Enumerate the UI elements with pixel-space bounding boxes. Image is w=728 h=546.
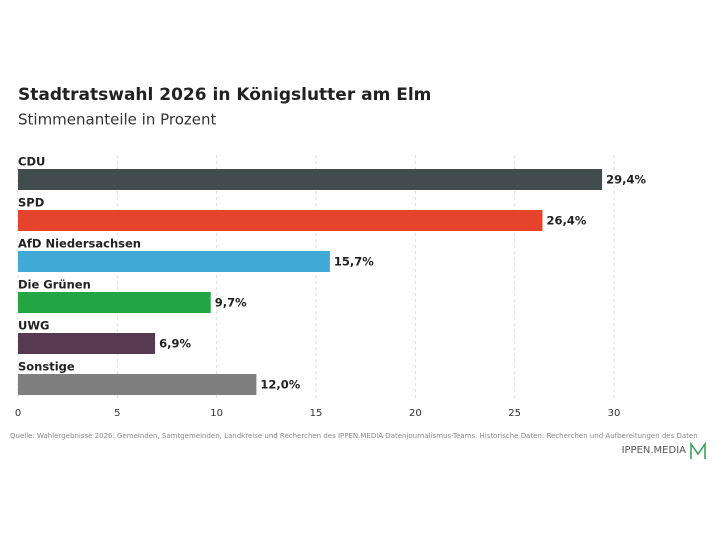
category-label: CDU bbox=[18, 155, 45, 169]
x-tick-label: 30 bbox=[608, 408, 621, 419]
logo-text: IPPEN.MEDIA bbox=[622, 445, 687, 456]
source-note: Quelle: Wahlergebnisse 2026: Gemeinden, … bbox=[10, 432, 698, 440]
category-label: UWG bbox=[18, 319, 49, 333]
chart-title: Stadtratswahl 2026 in Königslutter am El… bbox=[18, 85, 431, 105]
chart-subtitle: Stimmenanteile in Prozent bbox=[18, 111, 217, 129]
x-tick-label: 5 bbox=[114, 408, 120, 419]
bar bbox=[18, 374, 257, 395]
category-label: Sonstige bbox=[18, 360, 75, 374]
value-label: 26,4% bbox=[546, 214, 586, 228]
bar bbox=[18, 169, 603, 190]
x-tick-label: 25 bbox=[508, 408, 521, 419]
x-tick-label: 10 bbox=[210, 408, 223, 419]
category-label: Die Grünen bbox=[18, 278, 91, 292]
value-label: 15,7% bbox=[334, 255, 374, 269]
category-label: SPD bbox=[18, 196, 44, 210]
logo-mark bbox=[690, 441, 706, 459]
category-label: AfD Niedersachsen bbox=[18, 237, 141, 251]
x-tick-label: 0 bbox=[15, 408, 21, 419]
x-tick-label: 20 bbox=[409, 408, 422, 419]
x-tick-label: 15 bbox=[310, 408, 323, 419]
value-label: 9,7% bbox=[215, 296, 247, 310]
bar bbox=[18, 292, 211, 313]
bar bbox=[18, 333, 156, 354]
value-label: 29,4% bbox=[606, 173, 646, 187]
value-label: 12,0% bbox=[260, 378, 300, 392]
value-label: 6,9% bbox=[159, 337, 191, 351]
bar bbox=[18, 251, 330, 272]
bar bbox=[18, 210, 543, 231]
